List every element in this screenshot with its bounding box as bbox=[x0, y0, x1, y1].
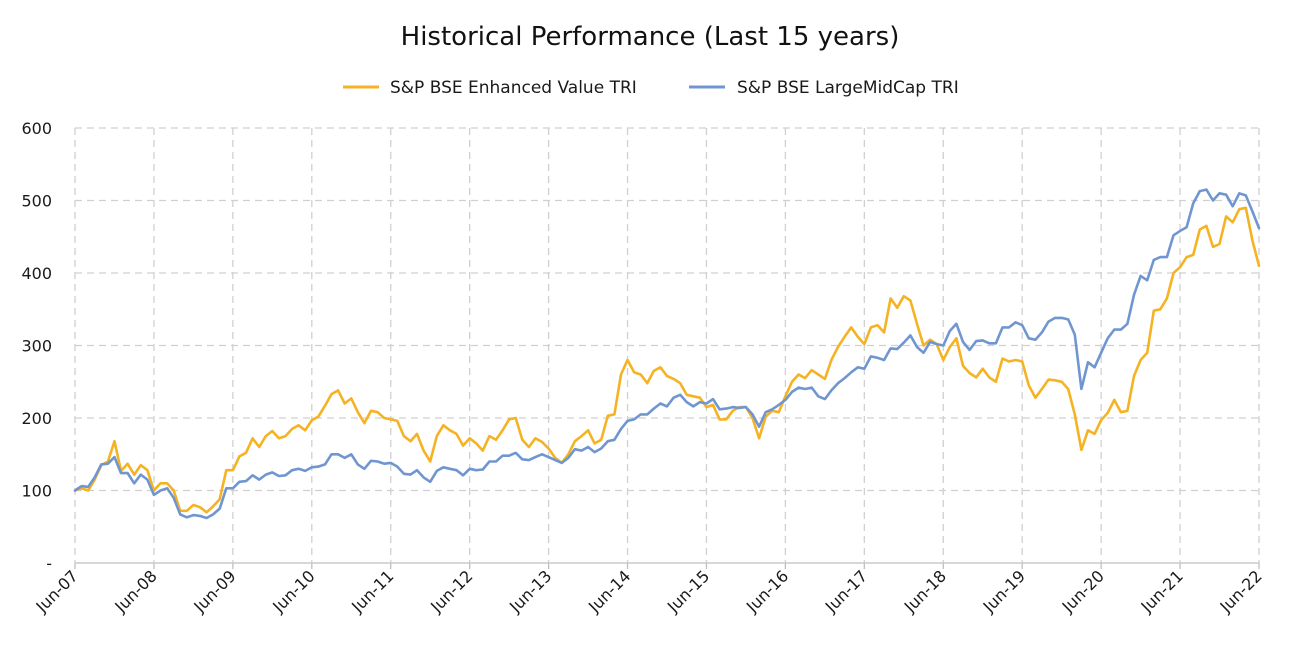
y-tick-label: 100 bbox=[21, 482, 52, 501]
legend-label-2: S&P BSE LargeMidCap TRI bbox=[737, 78, 959, 98]
x-tick-label: Jun-10 bbox=[268, 566, 318, 616]
y-tick-label: 600 bbox=[21, 119, 52, 138]
x-tick-label: Jun-14 bbox=[584, 566, 634, 616]
y-axis: - 100 200 300 400 500 600 bbox=[21, 119, 52, 573]
x-tick-label: Jun-12 bbox=[426, 566, 476, 616]
x-tick-label: Jun-15 bbox=[663, 566, 713, 616]
chart-title: Historical Performance (Last 15 years) bbox=[401, 22, 900, 52]
x-tick-label: Jun-18 bbox=[900, 566, 950, 616]
y-tick-label: 500 bbox=[21, 192, 52, 211]
series-line-2 bbox=[73, 188, 1261, 520]
x-tick-label: Jun-09 bbox=[189, 566, 239, 616]
y-tick-label: 300 bbox=[21, 337, 52, 356]
grid bbox=[74, 127, 1260, 564]
y-tick-label: 200 bbox=[21, 409, 52, 428]
series-line-1 bbox=[73, 206, 1261, 514]
x-tick-label: Jun-08 bbox=[110, 566, 160, 616]
x-axis: Jun-07 Jun-08 Jun-09 Jun-10 Jun-11 Jun-12 Jun-… bbox=[32, 563, 1266, 617]
x-tick-label: Jun-16 bbox=[742, 566, 792, 616]
x-tick-label: Jun-11 bbox=[347, 566, 397, 616]
y-tick-label: 400 bbox=[21, 264, 52, 283]
x-tick-label: Jun-20 bbox=[1058, 566, 1108, 616]
x-tick-label: Jun-19 bbox=[979, 566, 1029, 616]
x-tick-label: Jun-22 bbox=[1216, 566, 1266, 616]
x-tick-label: Jun-07 bbox=[32, 566, 82, 616]
x-tick-label: Jun-21 bbox=[1137, 566, 1187, 616]
series-group bbox=[73, 188, 1261, 520]
y-tick-label: - bbox=[46, 554, 52, 573]
x-tick-label: Jun-13 bbox=[505, 566, 555, 616]
legend-label-1: S&P BSE Enhanced Value TRI bbox=[390, 78, 637, 98]
legend: S&P BSE Enhanced Value TRI S&P BSE LargeM… bbox=[343, 78, 959, 98]
x-tick-label: Jun-17 bbox=[821, 566, 871, 616]
